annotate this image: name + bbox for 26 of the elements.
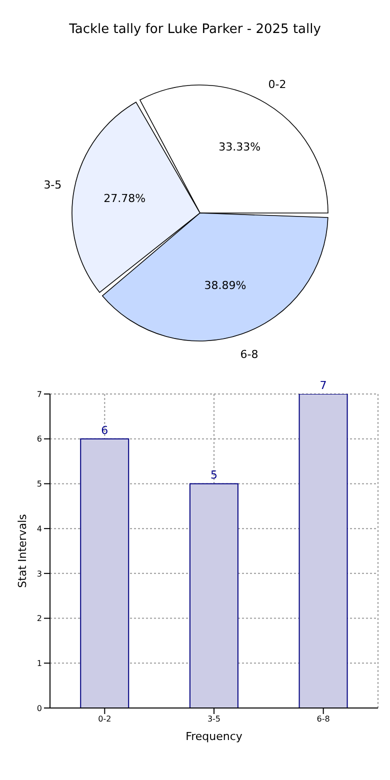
data-label: 6 xyxy=(101,424,108,437)
y-tick-label: 5 xyxy=(36,480,42,489)
data-label: 5 xyxy=(210,468,218,482)
data-label: 27.78% xyxy=(104,192,146,206)
data-label: 7 xyxy=(320,379,327,392)
data-label: 38.89% xyxy=(204,279,246,292)
y-tick-label: 7 xyxy=(36,390,42,399)
slice-label: 0-2 xyxy=(268,78,286,91)
x-tick-label: 3-5 xyxy=(207,714,221,724)
bar xyxy=(189,483,238,708)
y-axis-title: Stat Intervals xyxy=(16,514,29,588)
slice-label: 6-8 xyxy=(240,348,258,362)
bar xyxy=(80,438,130,708)
y-tick-label: 6 xyxy=(36,434,42,444)
y-tick-label: 0 xyxy=(36,704,42,713)
y-tick-label: 1 xyxy=(36,658,42,668)
y-tick-label: 3 xyxy=(36,569,42,578)
chart-title: Tackle tally for Luke Parker - 2025 tally xyxy=(68,21,322,39)
data-label: 33.33% xyxy=(218,140,261,154)
y-tick-label: 4 xyxy=(36,524,42,534)
x-axis-title: Frequency xyxy=(186,730,243,743)
x-tick-label: 0-2 xyxy=(98,714,112,724)
x-tick-label: 6-8 xyxy=(316,714,330,724)
slice-label: 3-5 xyxy=(44,178,62,192)
y-tick-label: 2 xyxy=(36,614,42,624)
bar xyxy=(298,394,348,708)
